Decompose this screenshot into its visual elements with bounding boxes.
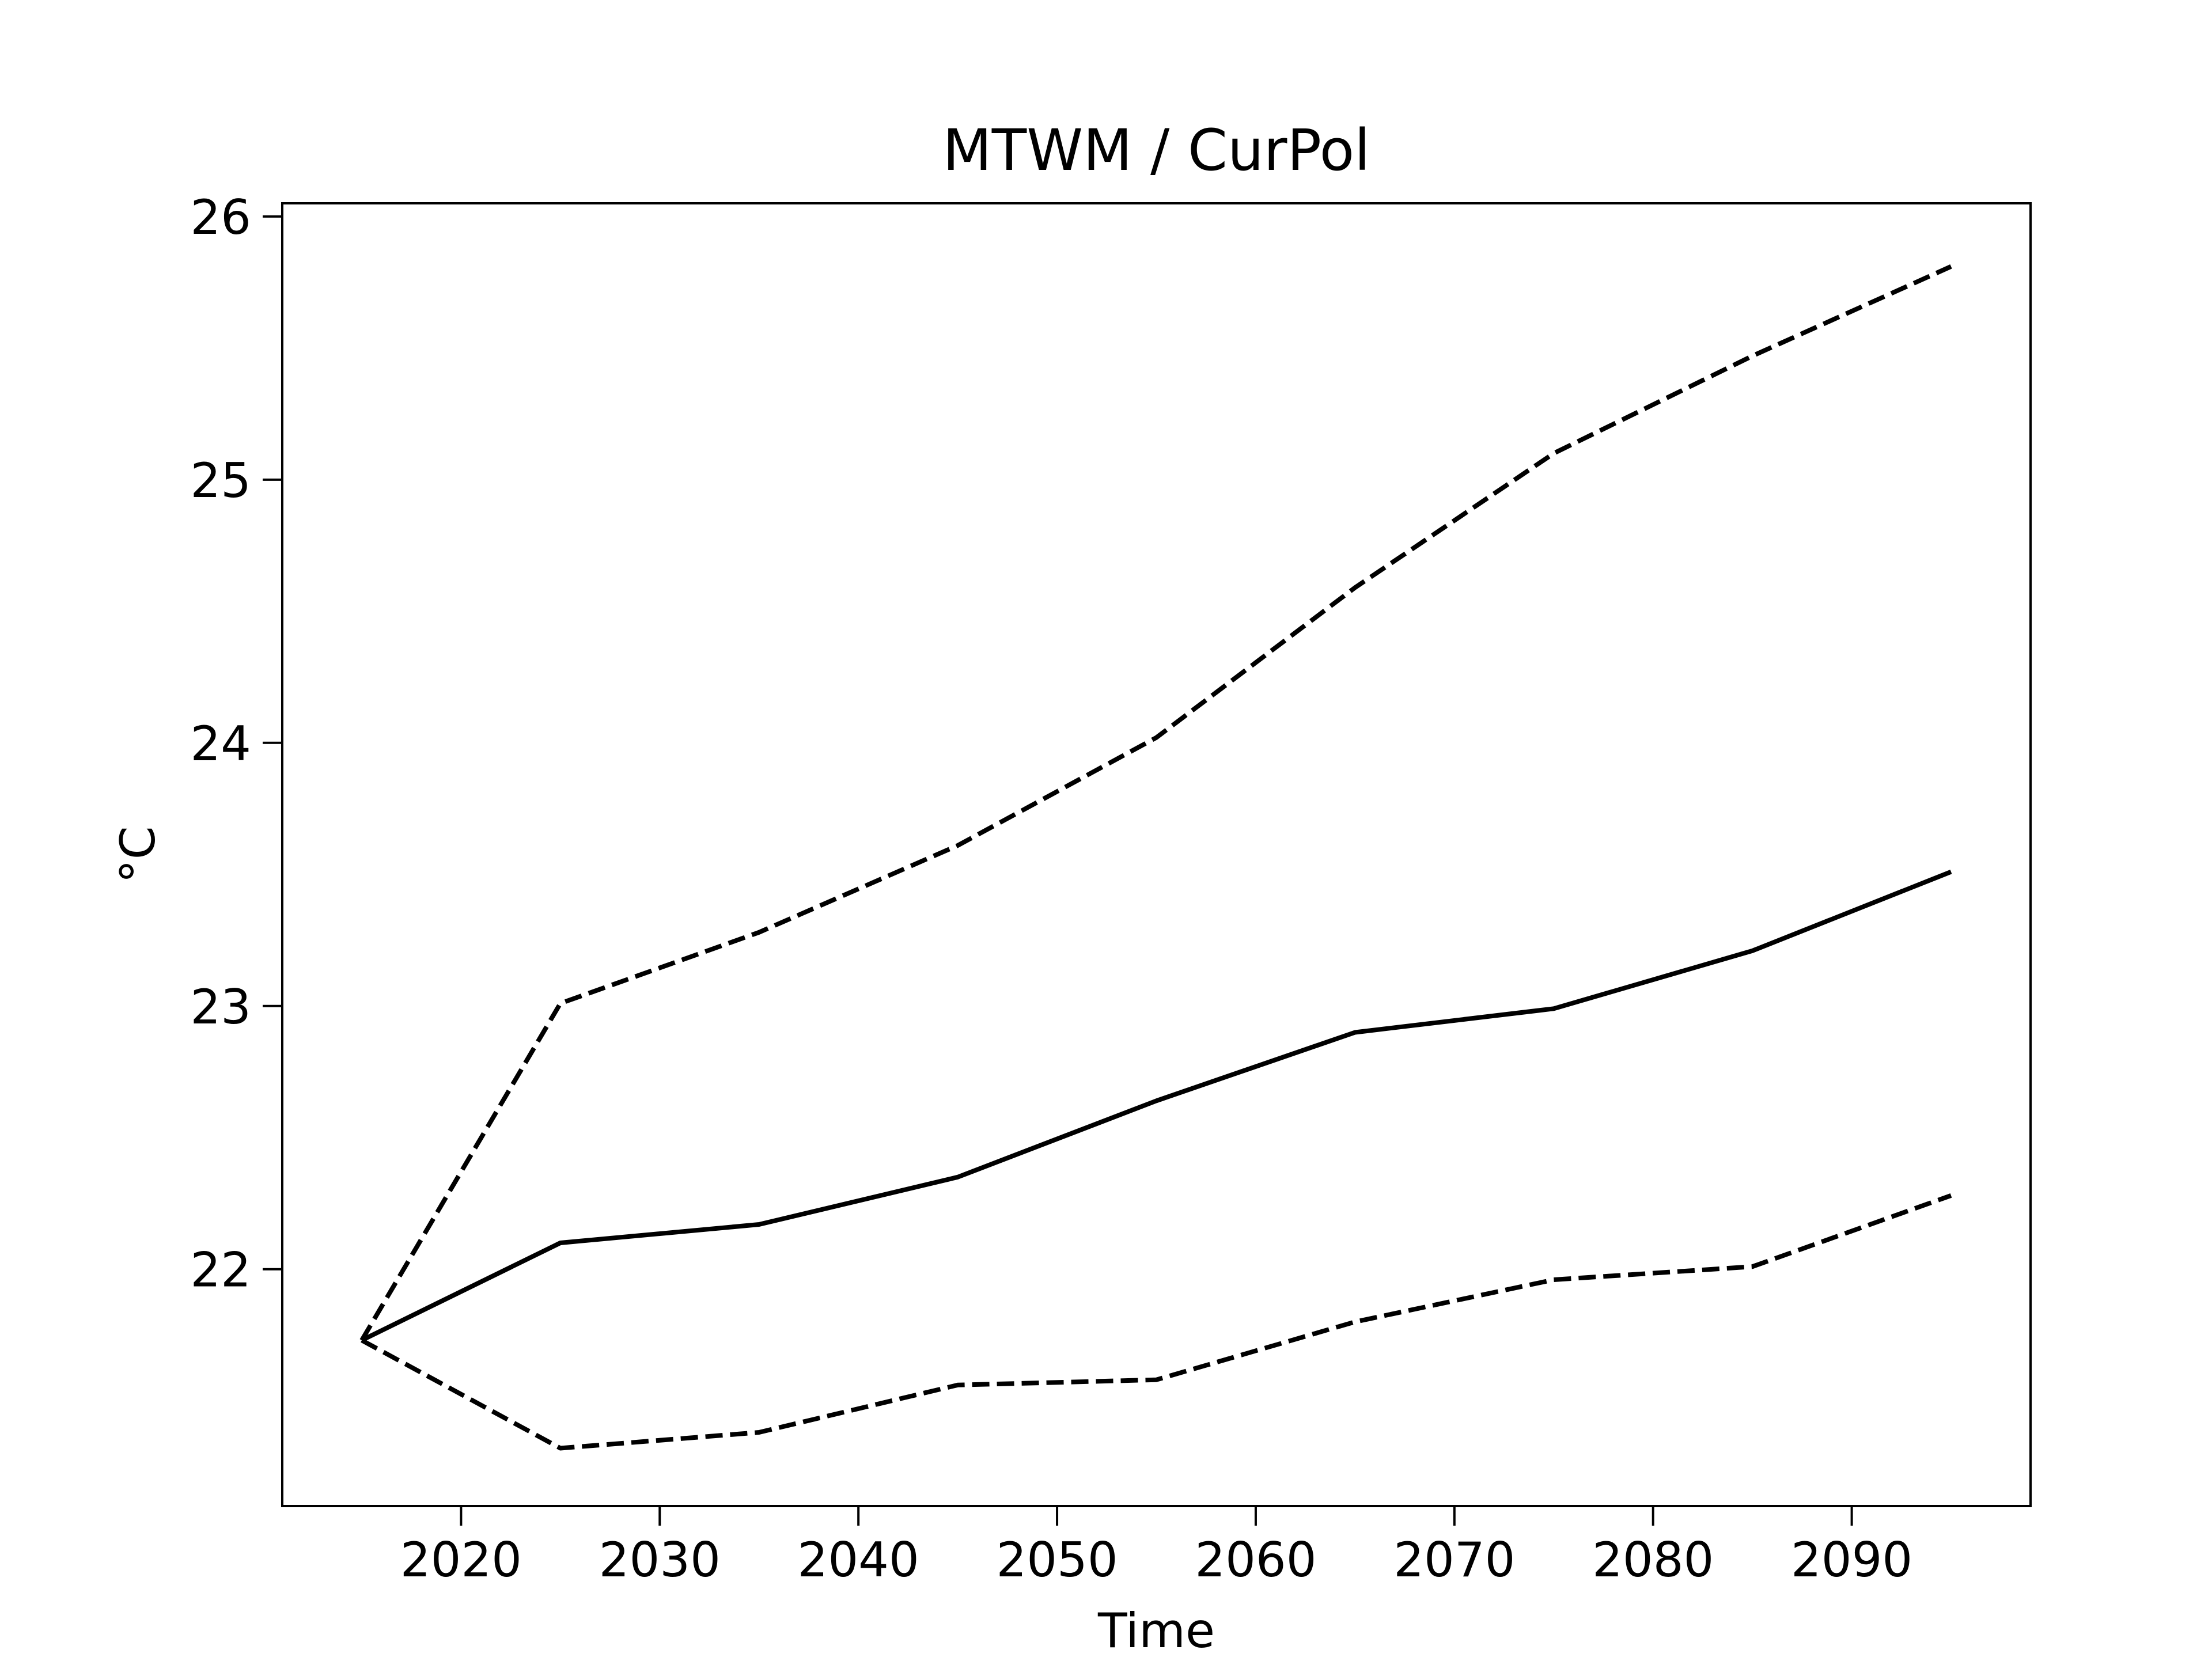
x-tick-label: 2030 [599, 1532, 721, 1588]
x-tick-label: 2050 [996, 1532, 1118, 1588]
y-axis-label: °C [110, 826, 166, 883]
x-tick-label: 2080 [1592, 1532, 1714, 1588]
x-tick-label: 2090 [1791, 1532, 1912, 1588]
x-tick-label: 2040 [798, 1532, 919, 1588]
y-tick-label: 23 [190, 979, 251, 1035]
axis-ticks: 2020 2030 2040 2050 2060 2070 2080 2090 22 23 24 25… [190, 189, 1912, 1588]
y-tick-label: 26 [190, 189, 251, 245]
x-tick-label: 2020 [400, 1532, 522, 1588]
x-tick-label: 2070 [1393, 1532, 1515, 1588]
y-tick-label: 25 [190, 453, 251, 509]
x-tick-label: 2060 [1195, 1532, 1316, 1588]
x-axis-label: Time [1097, 1603, 1215, 1659]
plot-area-frame [281, 202, 2032, 1507]
lower-bound-series-line [361, 1193, 1952, 1451]
y-tick-label: 22 [190, 1242, 251, 1298]
upper-bound-series-line [359, 264, 1952, 1342]
median-series-line [361, 869, 1952, 1343]
y-tick-label: 24 [190, 716, 251, 772]
data-series [359, 264, 1952, 1451]
chart-title: MTWM / CurPol [942, 117, 1370, 184]
